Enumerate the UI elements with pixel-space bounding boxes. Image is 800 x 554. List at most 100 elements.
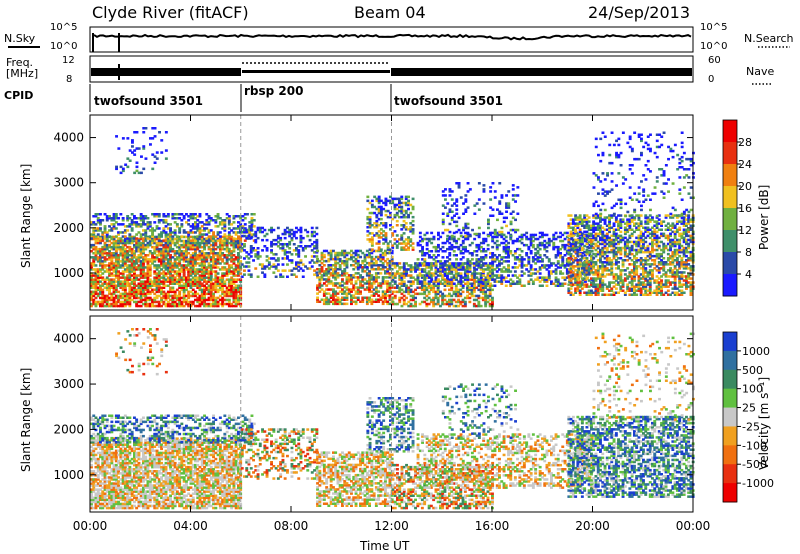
data-cell: [105, 268, 109, 271]
data-cell: [144, 302, 148, 306]
data-cell: [153, 235, 157, 239]
data-cell: [370, 248, 374, 251]
data-cell: [114, 252, 118, 255]
data-cell: [306, 230, 310, 234]
data-cell: [123, 278, 127, 281]
data-cell: [133, 264, 136, 267]
data-cell: [123, 252, 127, 255]
data-cell: [279, 236, 283, 240]
data-cell: [103, 280, 107, 283]
data-cell: [128, 270, 132, 273]
data-cell: [101, 292, 105, 296]
data-cell: [90, 282, 93, 285]
freq-band-1: [91, 68, 241, 76]
data-cell: [464, 245, 467, 249]
data-cell: [96, 247, 100, 251]
data-cell: [117, 254, 120, 257]
data-cell: [139, 268, 143, 271]
data-cell: [126, 241, 130, 245]
data-cell: [99, 286, 102, 289]
data-cell: [153, 260, 157, 263]
data-cell: [99, 252, 102, 255]
data-cell: [237, 235, 240, 238]
data-cell: [142, 239, 145, 243]
data-cell: [153, 298, 157, 302]
data-cell: [105, 294, 109, 298]
data-cell: [133, 292, 136, 296]
data-cell: [148, 282, 152, 285]
data-cell: [117, 256, 120, 259]
data-cell: [119, 280, 123, 283]
data-cell: [418, 231, 422, 235]
data-cell: [135, 239, 139, 243]
data-cell: [96, 272, 100, 275]
data-cell: [225, 239, 229, 242]
data-cell: [123, 282, 127, 285]
data-cell: [452, 250, 456, 253]
data-cell: [153, 264, 157, 267]
data-cell: [286, 263, 289, 266]
data-cell: [96, 276, 100, 279]
data-cell: [90, 264, 93, 267]
data-cell: [173, 229, 177, 232]
data-cell: [101, 254, 105, 257]
data-cell: [114, 290, 118, 294]
data-cell: [133, 256, 136, 259]
data-cell: [123, 264, 127, 267]
data-cell: [561, 272, 565, 275]
data-cell: [101, 296, 105, 300]
data-cell: [110, 272, 114, 275]
data-cell: [112, 292, 116, 296]
data-cell: [404, 222, 408, 225]
data-cell: [157, 213, 161, 216]
data-cell: [504, 284, 508, 287]
data-cell: [423, 258, 427, 261]
data-cell: [108, 292, 111, 296]
data-cell: [520, 250, 524, 253]
data-cell: [437, 231, 440, 235]
freq-panel: Freq. [MHz] 12 8 60 0 Nave: [6, 55, 774, 85]
data-cell: [139, 276, 143, 279]
data-cell: [556, 260, 560, 263]
data-cell: [94, 276, 98, 279]
data-cell: [117, 258, 120, 261]
data-cell: [507, 274, 510, 277]
data-cell: [94, 258, 98, 261]
data-cell: [117, 262, 120, 265]
data-cell: [110, 274, 114, 277]
data-cell: [126, 292, 130, 296]
data-cell: [99, 258, 102, 261]
data-cell: [103, 264, 107, 267]
data-cell: [254, 267, 258, 270]
data-cell: [121, 288, 125, 292]
data-cell: [103, 258, 107, 261]
data-cell: [272, 271, 276, 274]
data-cell: [103, 298, 107, 302]
data-cell: [142, 272, 145, 275]
data-cell: [123, 254, 127, 257]
data-cell: [90, 276, 93, 279]
data-cell: [146, 290, 150, 294]
data-cell: [121, 274, 125, 277]
data-cell: [103, 225, 107, 228]
data-cell: [119, 304, 123, 308]
data-cell: [414, 296, 417, 300]
data-cell: [142, 274, 145, 277]
data-cell: [99, 254, 102, 257]
data-cell: [105, 247, 109, 251]
data-cell: [137, 237, 141, 241]
data-cell: [443, 288, 447, 292]
data-cell: [574, 242, 578, 246]
data-cell: [137, 296, 141, 300]
data-cell: [110, 292, 114, 296]
data-cell: [121, 282, 125, 285]
data-cell: [114, 264, 118, 267]
data-cell: [155, 272, 159, 275]
data-cell: [90, 304, 93, 308]
data-cell: [146, 260, 150, 263]
data-cell: [94, 237, 98, 241]
data-cell: [110, 286, 114, 289]
data-cell: [126, 260, 130, 263]
data-cell: [139, 304, 143, 308]
data-cell: [545, 233, 549, 237]
